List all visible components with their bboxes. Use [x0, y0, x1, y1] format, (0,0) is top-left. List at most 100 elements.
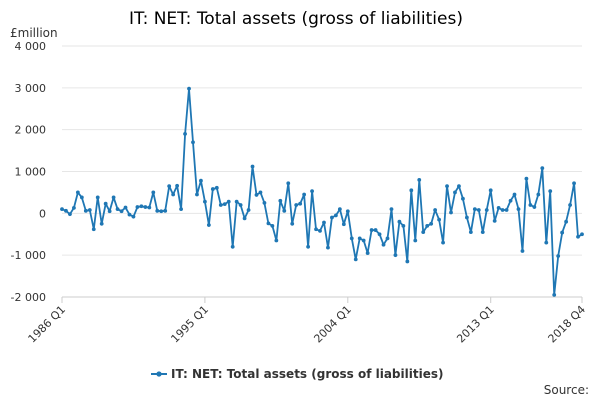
data-point[interactable] — [171, 192, 176, 197]
data-point[interactable] — [294, 203, 299, 207]
data-point[interactable] — [468, 230, 473, 235]
data-point[interactable] — [163, 208, 168, 213]
data-point[interactable] — [397, 219, 402, 224]
data-point[interactable] — [365, 251, 370, 255]
data-point[interactable] — [95, 195, 100, 200]
data-point[interactable] — [175, 183, 180, 188]
data-point[interactable] — [135, 205, 140, 209]
data-point[interactable] — [568, 203, 572, 207]
data-point[interactable] — [131, 214, 136, 219]
data-point[interactable] — [524, 176, 529, 181]
data-point[interactable] — [520, 249, 525, 253]
data-point[interactable] — [512, 192, 517, 197]
data-point[interactable] — [199, 178, 203, 183]
data-point[interactable] — [504, 208, 509, 212]
data-point[interactable] — [238, 203, 243, 207]
data-point[interactable] — [203, 199, 207, 204]
data-point[interactable] — [476, 208, 481, 212]
data-point[interactable] — [147, 205, 152, 210]
data-point[interactable] — [298, 201, 303, 206]
data-point[interactable] — [286, 181, 291, 186]
data-point[interactable] — [254, 193, 259, 197]
data-point[interactable] — [369, 228, 374, 232]
data-point[interactable] — [226, 199, 231, 204]
data-point[interactable] — [322, 220, 326, 225]
data-point[interactable] — [314, 227, 318, 232]
data-point[interactable] — [457, 184, 461, 189]
data-point[interactable] — [544, 240, 549, 245]
data-point[interactable] — [242, 216, 247, 221]
data-point[interactable] — [306, 244, 311, 249]
data-point[interactable] — [222, 202, 227, 207]
data-point[interactable] — [449, 210, 453, 215]
data-point[interactable] — [409, 188, 414, 193]
data-point[interactable] — [417, 177, 422, 182]
data-point[interactable] — [75, 190, 80, 195]
data-point[interactable] — [79, 195, 84, 200]
data-point[interactable] — [353, 257, 358, 262]
data-point[interactable] — [389, 207, 394, 212]
data-point[interactable] — [282, 208, 287, 213]
data-point[interactable] — [532, 205, 537, 209]
data-point[interactable] — [107, 209, 112, 214]
data-point[interactable] — [464, 215, 469, 220]
data-point[interactable] — [508, 198, 513, 203]
data-point[interactable] — [91, 227, 96, 232]
data-point[interactable] — [246, 208, 251, 212]
data-point[interactable] — [548, 189, 553, 194]
legend[interactable]: IT: NET: Total assets (gross of liabilit… — [151, 367, 443, 381]
data-point[interactable] — [214, 185, 219, 190]
data-point[interactable] — [488, 188, 493, 193]
data-point[interactable] — [576, 234, 580, 239]
data-point[interactable] — [250, 164, 255, 169]
data-point[interactable] — [381, 242, 386, 247]
data-point[interactable] — [187, 86, 191, 91]
data-point[interactable] — [441, 240, 445, 245]
data-point[interactable] — [302, 192, 307, 197]
data-point[interactable] — [373, 228, 378, 232]
data-point[interactable] — [453, 190, 457, 195]
data-point[interactable] — [564, 219, 569, 224]
data-point[interactable] — [528, 203, 533, 207]
data-point[interactable] — [326, 245, 330, 250]
data-point[interactable] — [413, 238, 418, 243]
data-point[interactable] — [310, 189, 314, 194]
data-point[interactable] — [484, 208, 489, 212]
data-point[interactable] — [167, 184, 172, 189]
data-point[interactable] — [159, 209, 164, 214]
data-point[interactable] — [433, 208, 438, 212]
data-point[interactable] — [536, 192, 541, 197]
data-point[interactable] — [437, 217, 441, 222]
data-point[interactable] — [516, 207, 521, 212]
data-point[interactable] — [349, 236, 354, 241]
data-point[interactable] — [195, 192, 199, 197]
data-point[interactable] — [155, 208, 160, 213]
data-point[interactable] — [357, 236, 362, 241]
data-point[interactable] — [99, 221, 104, 226]
data-point[interactable] — [540, 166, 545, 171]
data-point[interactable] — [393, 253, 398, 258]
data-point[interactable] — [266, 221, 271, 226]
data-point[interactable] — [210, 187, 215, 191]
data-point[interactable] — [127, 212, 132, 217]
data-point[interactable] — [262, 200, 267, 205]
data-point[interactable] — [421, 230, 426, 235]
data-point[interactable] — [552, 293, 557, 297]
data-point[interactable] — [258, 190, 263, 195]
data-point[interactable] — [151, 190, 156, 195]
data-point[interactable] — [179, 207, 183, 212]
data-point[interactable] — [64, 208, 68, 213]
data-point[interactable] — [492, 218, 497, 223]
data-point[interactable] — [405, 259, 410, 264]
data-point[interactable] — [290, 221, 295, 226]
data-point[interactable] — [123, 205, 128, 210]
data-point[interactable] — [580, 232, 584, 237]
data-point[interactable] — [425, 223, 430, 228]
data-point[interactable] — [361, 238, 366, 243]
data-point[interactable] — [119, 209, 124, 214]
data-point[interactable] — [496, 205, 501, 210]
data-point[interactable] — [345, 209, 350, 214]
data-point[interactable] — [183, 131, 187, 136]
data-point[interactable] — [480, 230, 485, 235]
data-point[interactable] — [401, 223, 406, 228]
